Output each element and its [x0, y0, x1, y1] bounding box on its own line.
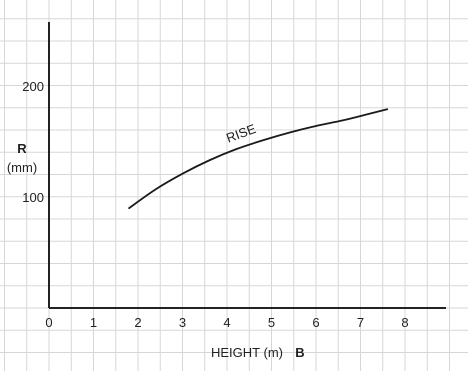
series-label-rise: RISE	[224, 121, 258, 146]
axis-layer	[48, 22, 446, 309]
x-axis-marker-label: B	[295, 345, 304, 360]
x-tick-label: 3	[179, 315, 186, 330]
series-layer: RISE	[128, 108, 389, 209]
y-tick-label: 100	[22, 190, 44, 205]
x-tick-label: 6	[312, 315, 319, 330]
x-tick-label: 0	[45, 315, 52, 330]
x-tick-label: 2	[134, 315, 141, 330]
x-tick-label: 5	[268, 315, 275, 330]
x-tick-label: 4	[223, 315, 230, 330]
y-axis-unit-label: (mm)	[7, 160, 37, 175]
x-axis-label: HEIGHT (m)	[211, 345, 283, 360]
tick-layer: 0 1 2 3 4 5 6 7 8 100 200	[22, 79, 408, 330]
x-tick-label: 7	[357, 315, 364, 330]
series-line-rise	[128, 108, 389, 209]
y-axis-label: R	[17, 141, 27, 156]
x-tick-label: 1	[90, 315, 97, 330]
x-tick-label: 8	[401, 315, 408, 330]
y-tick-label: 200	[22, 79, 44, 94]
